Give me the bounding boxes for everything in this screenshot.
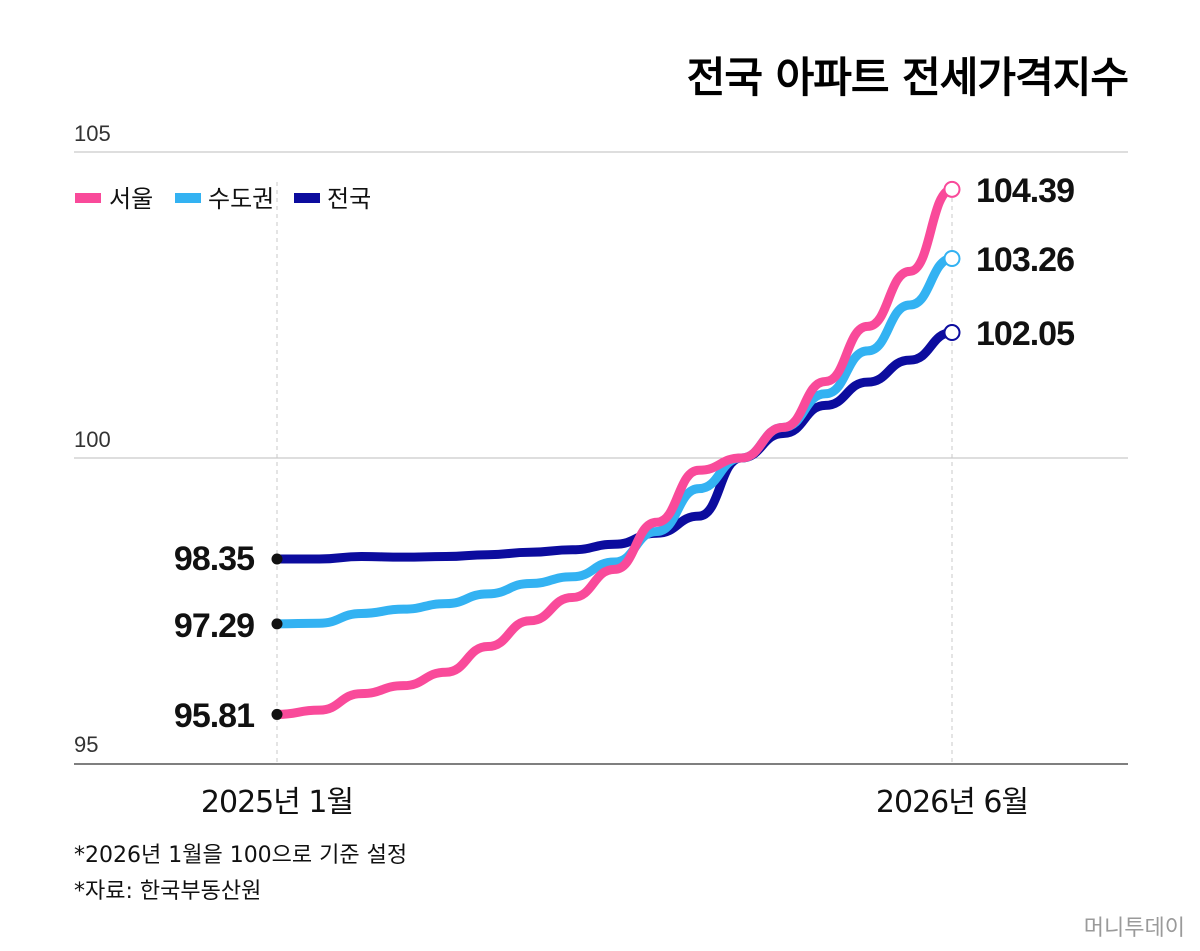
- y-tick-label-100: 100: [74, 427, 111, 452]
- grid-lines: [74, 151, 1128, 765]
- x-tick-label-end: 2026년 6월: [876, 785, 1028, 820]
- legend-swatch-seoul: [75, 193, 101, 203]
- x-tick-label-start: 2025년 1월: [201, 785, 353, 820]
- endpoint-markers: [271, 180, 961, 720]
- end-label-nationwide: 102.05: [976, 315, 1074, 353]
- start-point-0: [271, 708, 283, 720]
- series-line-2: [272, 328, 957, 564]
- legend-label-seoul: 서울: [109, 185, 153, 213]
- legend-swatch-capital-area: [175, 193, 201, 203]
- watermark-brand: 머니투데이: [1084, 916, 1185, 941]
- start-label-nationwide: 98.35: [174, 540, 254, 578]
- legend-label-capital-area: 수도권: [208, 185, 274, 213]
- guide-lines: [276, 182, 953, 764]
- legend-label-nationwide: 전국: [327, 185, 371, 213]
- legend: 서울 수도권 전국: [75, 185, 371, 213]
- end-point-2: [943, 324, 961, 342]
- start-label-capital-area: 97.29: [174, 607, 254, 645]
- series-line-0: [272, 184, 957, 719]
- chart-title: 전국 아파트 전세가격지수: [687, 53, 1129, 102]
- end-label-seoul: 104.39: [976, 172, 1074, 210]
- end-point-0: [943, 180, 961, 198]
- series-lines: [272, 184, 957, 719]
- end-point-1: [943, 249, 961, 267]
- footnote-source: *자료: 한국부동산원: [74, 879, 261, 904]
- start-point-2: [271, 553, 283, 565]
- start-label-seoul: 95.81: [174, 697, 254, 735]
- y-tick-label-105: 105: [74, 121, 111, 146]
- footnote-baseline: *2026년 1월을 100으로 기준 설정: [74, 843, 407, 868]
- end-label-capital-area: 103.26: [976, 241, 1074, 279]
- legend-swatch-nationwide: [294, 193, 320, 203]
- start-point-1: [271, 618, 283, 630]
- y-tick-label-95: 95: [74, 732, 98, 757]
